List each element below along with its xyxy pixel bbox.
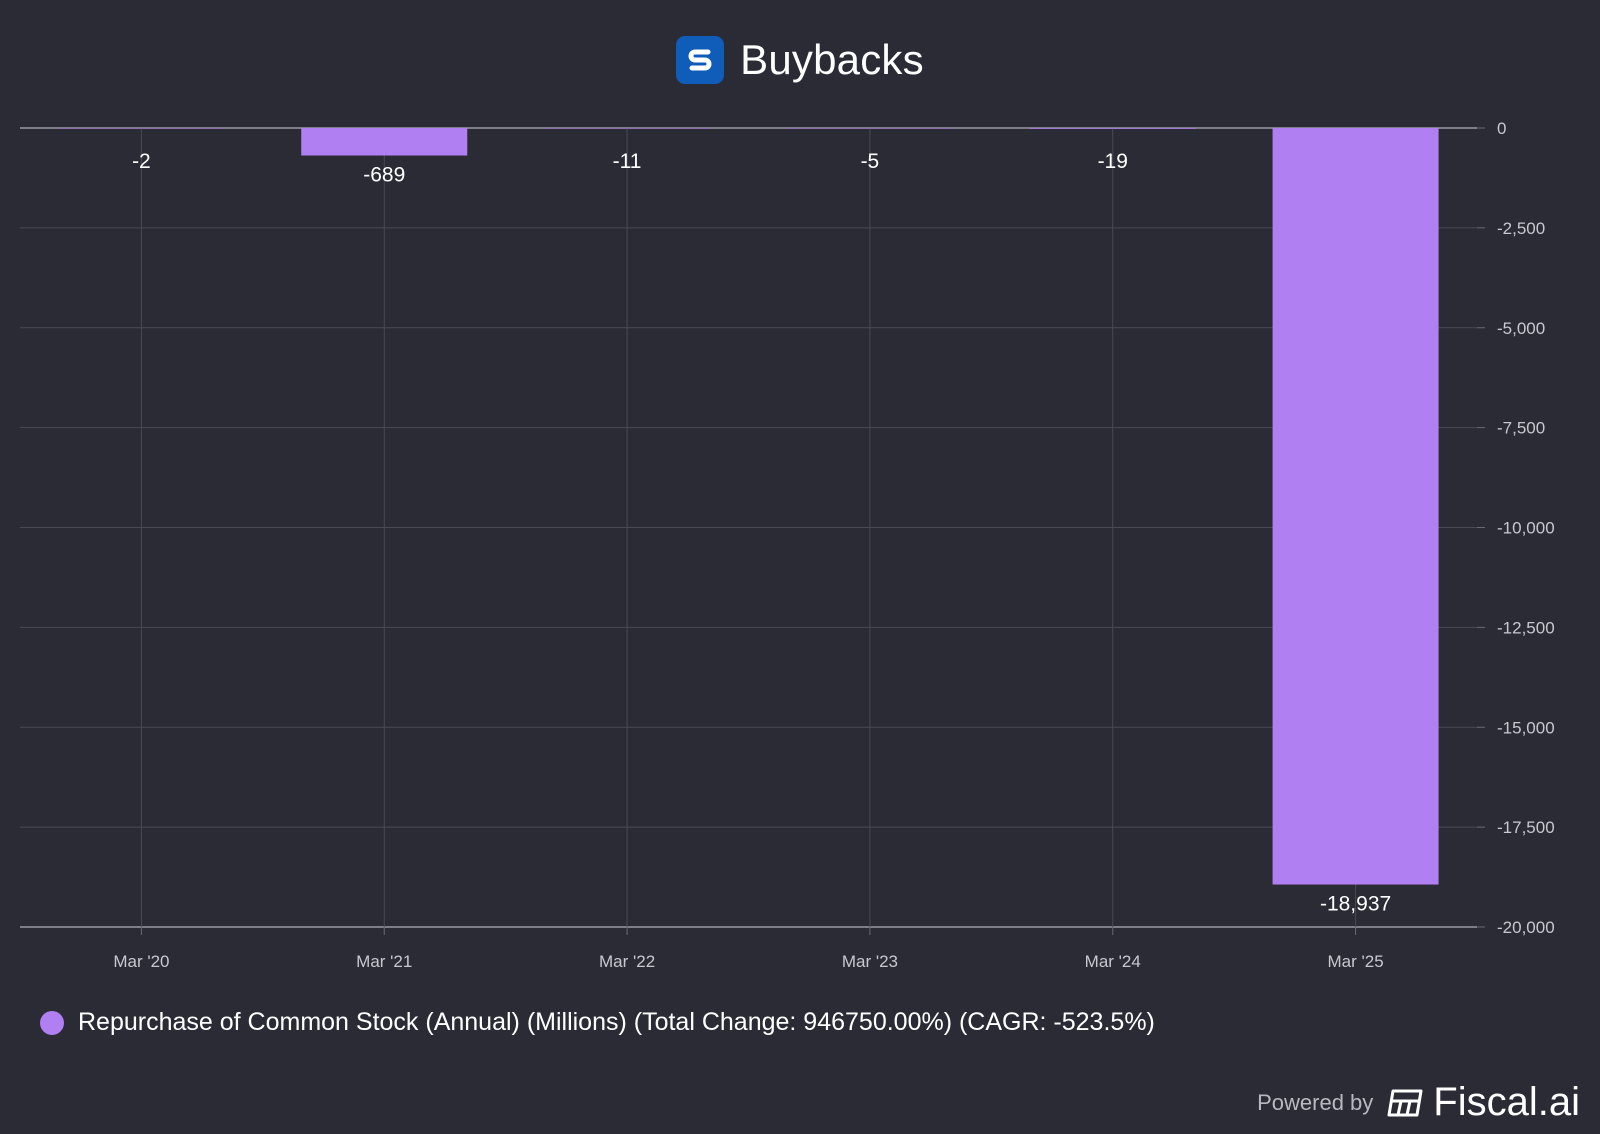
y-tick-label: -12,500	[1497, 618, 1555, 637]
axes: 0 -2,500 -5,000 -7,500 -10,000 -12,500 -15,000…	[113, 119, 1554, 971]
y-tick-label: -20,000	[1497, 918, 1555, 937]
value-label: -18,937	[1320, 893, 1391, 916]
y-tick-label: -7,500	[1497, 419, 1545, 438]
y-tick-label: -15,000	[1497, 718, 1555, 737]
chart-header: Buybacks	[0, 30, 1600, 90]
fiscal-brand[interactable]: Fiscal.ai	[1385, 1080, 1580, 1125]
fiscal-logo-icon	[1387, 1089, 1423, 1116]
x-tick-label: Mar '22	[599, 952, 655, 971]
y-tick-label: -10,000	[1497, 519, 1555, 538]
y-tick-label: -17,500	[1497, 818, 1555, 837]
bars	[58, 128, 1439, 885]
stock-logo-icon	[676, 36, 725, 84]
fiscal-brand-label: Fiscal.ai	[1433, 1080, 1580, 1124]
bar	[1272, 128, 1439, 885]
bar	[544, 128, 711, 129]
legend-label: Repurchase of Common Stock (Annual) (Mil…	[78, 1008, 1155, 1036]
x-tick-label: Mar '20	[113, 952, 169, 971]
x-tick-label: Mar '21	[356, 952, 412, 971]
y-tick-label: 0	[1497, 119, 1506, 138]
value-label: -689	[363, 164, 405, 187]
x-tick-label: Mar '23	[842, 952, 898, 971]
bar	[1029, 128, 1196, 129]
bar	[58, 128, 225, 129]
value-label: -2	[132, 150, 151, 173]
y-tick-label: -2,500	[1497, 219, 1545, 238]
value-label: -11	[613, 150, 642, 173]
legend: Repurchase of Common Stock (Annual) (Mil…	[40, 1008, 1155, 1037]
bar	[301, 128, 468, 156]
y-tick-label: -5,000	[1497, 319, 1545, 338]
legend-marker	[40, 1010, 64, 1035]
grid-lines	[20, 127, 1477, 928]
chart-title: Buybacks	[740, 36, 924, 83]
value-label: -5	[861, 150, 880, 173]
powered-by-text: Powered by	[1257, 1089, 1374, 1115]
value-label: -19	[1098, 150, 1128, 173]
bar-chart: -2 -689 -11 -5 -19 -18,937 0 -2,500 -5,000 -7,50…	[20, 119, 1555, 971]
bar	[786, 128, 953, 129]
x-tick-label: Mar '24	[1085, 952, 1141, 971]
footer: Powered by Fiscal.ai	[1257, 1080, 1580, 1125]
x-tick-label: Mar '25	[1328, 952, 1384, 971]
value-labels: -2 -689 -11 -5 -19 -18,937	[132, 150, 1391, 916]
